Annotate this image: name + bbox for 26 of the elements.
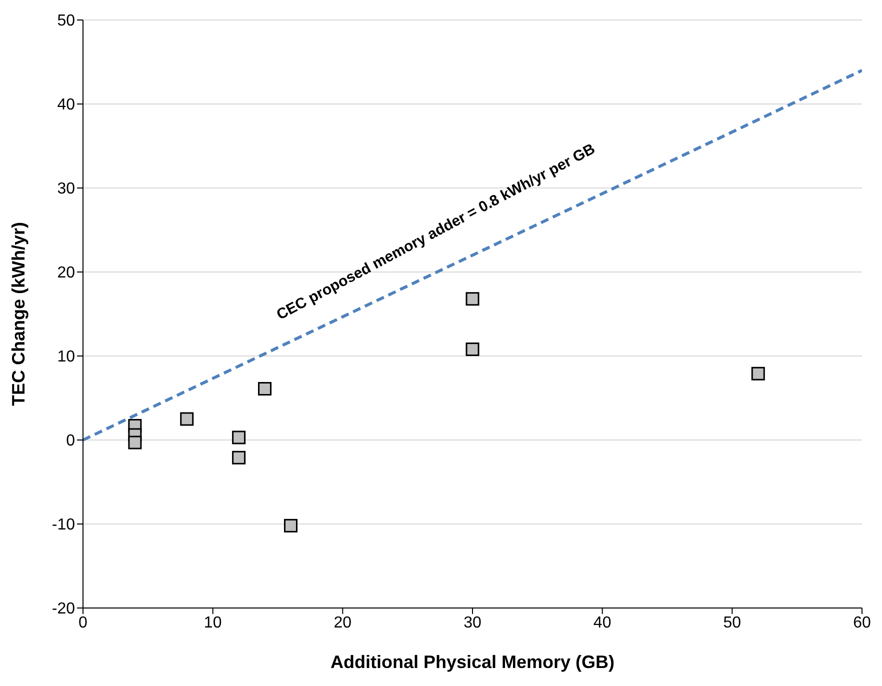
x-tick-label: 20 [334,614,352,632]
x-tick-label: 10 [204,614,222,632]
y-tick-label: 20 [57,264,76,282]
y-tick-label: 40 [57,96,76,114]
y-tick-label: 0 [66,432,76,450]
point [258,382,272,396]
y-tick-label: -10 [52,516,76,534]
point [128,436,142,450]
x-tick-label: 40 [593,614,612,632]
y-tick-label: 50 [57,12,76,30]
point [180,412,194,426]
y-tick-label: 10 [57,348,76,366]
x-tick-label: 30 [464,614,482,632]
point [751,366,765,380]
point [232,430,246,444]
x-axis-title: Additional Physical Memory (GB) [330,652,615,672]
y-tick-label: 30 [57,180,76,198]
y-tick-label: -20 [52,600,76,618]
x-tick-label: 60 [853,614,871,632]
point [284,518,298,532]
point [466,342,480,356]
y-axis-title: TEC Change (kWh/yr) [8,222,28,406]
point [466,292,480,306]
point [232,450,246,464]
x-tick-label: 50 [723,614,742,632]
x-tick-label: 0 [78,614,88,632]
